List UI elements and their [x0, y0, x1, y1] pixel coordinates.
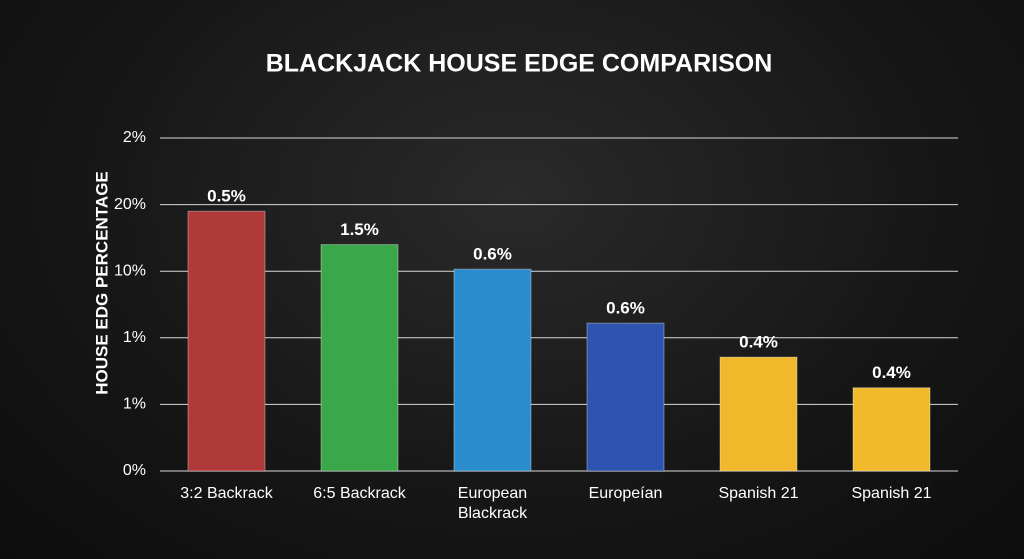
bar-annotation: 0.6%: [473, 245, 512, 264]
y-tick-label: 0%: [123, 462, 146, 479]
bar: [586, 322, 665, 472]
x-tick-label: 3:2 Backrack: [180, 485, 273, 502]
x-tick-label: Spanish 21: [718, 485, 799, 502]
bar-annotation: 0.6%: [606, 299, 645, 318]
bar: [852, 387, 931, 472]
x-tick-label: 6:5 Backrack: [313, 485, 406, 502]
y-tick-label: 10%: [114, 262, 146, 279]
y-tick-label: 1%: [123, 396, 146, 413]
bar: [320, 244, 399, 472]
bar-annotation: 0.5%: [207, 187, 246, 206]
x-tick-label: European Blackrack: [457, 485, 528, 522]
y-axis-label: HOUSE EDG PERCENTAGE: [92, 171, 111, 395]
bar: [187, 210, 266, 472]
y-tick-label: 20%: [114, 196, 146, 213]
chart-title: BLACKJACK HOUSE EDGE COMPARISON: [266, 50, 773, 78]
bar-annotation: 1.5%: [340, 220, 379, 239]
bar: [453, 268, 532, 472]
bar: [719, 356, 798, 472]
y-tick-label: 1%: [123, 329, 146, 346]
y-tick-label: 2%: [123, 129, 146, 146]
bar-annotation: 0.4%: [872, 363, 911, 382]
x-tick-label: Spanish 21: [851, 485, 932, 502]
bar-annotation: 0.4%: [739, 333, 778, 352]
x-tick-label: Europeían: [588, 485, 663, 502]
